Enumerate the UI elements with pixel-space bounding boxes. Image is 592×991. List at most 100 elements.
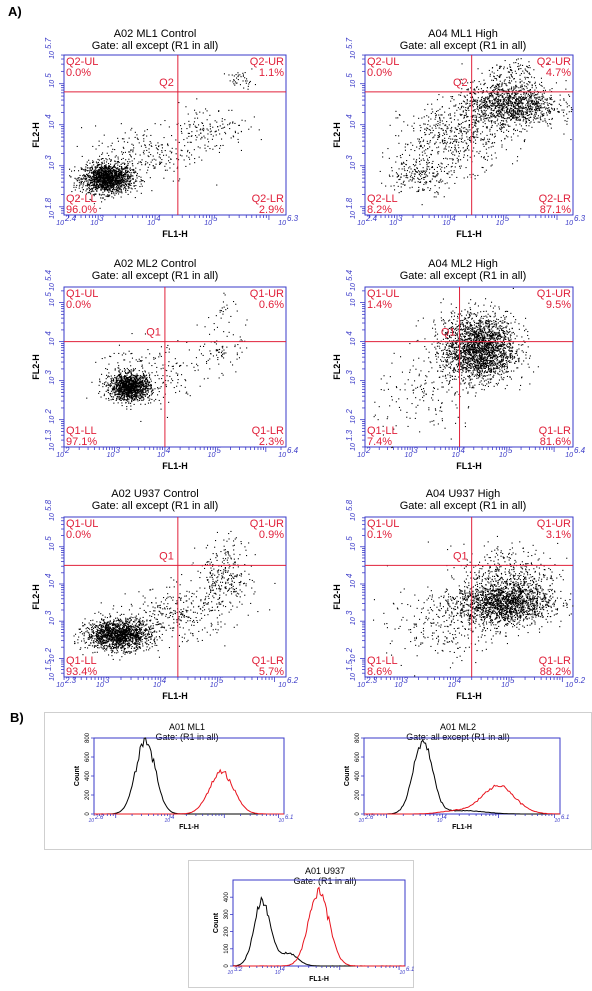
data-point [118, 171, 120, 173]
data-point [82, 178, 84, 180]
data-point [200, 132, 202, 134]
data-point [193, 149, 195, 151]
data-point [242, 74, 244, 76]
data-point [119, 391, 121, 393]
data-point [467, 116, 469, 118]
data-point [152, 165, 154, 167]
data-point [509, 66, 511, 68]
data-point [78, 185, 80, 187]
data-point [124, 370, 126, 372]
data-point [84, 174, 86, 176]
data-point [103, 181, 105, 183]
data-point [456, 157, 458, 159]
data-point [233, 136, 235, 138]
data-point [454, 182, 456, 184]
data-point [548, 118, 550, 120]
data-point [404, 146, 406, 148]
data-point [521, 98, 523, 100]
data-point [485, 118, 487, 120]
data-point [114, 183, 116, 185]
data-point [140, 162, 142, 164]
data-point [503, 82, 505, 84]
data-point [128, 379, 130, 381]
data-point [154, 166, 156, 168]
data-point [559, 94, 561, 96]
data-point [528, 100, 530, 102]
data-point [94, 189, 96, 191]
data-point [510, 74, 512, 76]
data-point [468, 137, 470, 139]
data-point [439, 180, 441, 182]
data-point [531, 109, 533, 111]
data-point [81, 183, 83, 185]
data-point [160, 144, 162, 146]
data-point [82, 169, 84, 171]
data-point [124, 386, 126, 388]
data-point [139, 384, 141, 386]
data-point [476, 115, 478, 117]
data-point [198, 156, 200, 158]
data-point [132, 381, 134, 383]
data-point [114, 375, 116, 377]
data-point [93, 179, 95, 181]
data-point [141, 376, 143, 378]
data-point [149, 398, 151, 400]
quadrant-ur-value: 1.1% [259, 67, 284, 79]
data-point [522, 112, 524, 114]
data-point [141, 396, 143, 398]
data-point [196, 130, 198, 132]
data-point [214, 131, 216, 133]
data-point [498, 85, 500, 87]
data-point [241, 119, 243, 121]
data-point [90, 181, 92, 183]
data-point [150, 394, 152, 396]
data-point [541, 85, 543, 87]
data-point [130, 172, 132, 174]
data-point [503, 80, 505, 82]
data-point [398, 114, 400, 116]
data-point [129, 167, 131, 169]
data-point [475, 123, 477, 125]
data-point [194, 162, 196, 164]
data-point [435, 175, 437, 177]
data-point [125, 381, 127, 383]
data-point [474, 114, 476, 116]
data-point [501, 92, 503, 94]
data-point [106, 176, 108, 178]
data-point [518, 110, 520, 112]
data-point [93, 164, 95, 166]
data-point [410, 168, 412, 170]
data-point [388, 174, 390, 176]
data-point [156, 148, 158, 150]
data-point [477, 120, 479, 122]
data-point [494, 122, 496, 124]
data-point [422, 147, 424, 149]
data-point [525, 111, 527, 113]
data-point [400, 163, 402, 165]
data-point [91, 182, 93, 184]
data-point [529, 105, 531, 107]
data-point [147, 155, 149, 157]
data-point [115, 184, 117, 186]
data-point [80, 167, 82, 169]
data-point [117, 168, 119, 170]
data-point [563, 133, 565, 135]
data-point [88, 187, 90, 189]
data-point [492, 85, 494, 87]
data-point [438, 151, 440, 153]
data-point [93, 161, 95, 163]
data-point [530, 106, 532, 108]
data-point [189, 152, 191, 154]
data-point [529, 110, 531, 112]
data-point [509, 107, 511, 109]
data-point [456, 109, 458, 111]
data-point [506, 67, 508, 69]
data-point [120, 173, 122, 175]
data-point [227, 124, 229, 126]
data-point [416, 191, 418, 193]
data-point [439, 117, 441, 119]
data-point [105, 166, 107, 168]
data-point [459, 165, 461, 167]
data-point [502, 102, 504, 104]
data-point [483, 118, 485, 120]
